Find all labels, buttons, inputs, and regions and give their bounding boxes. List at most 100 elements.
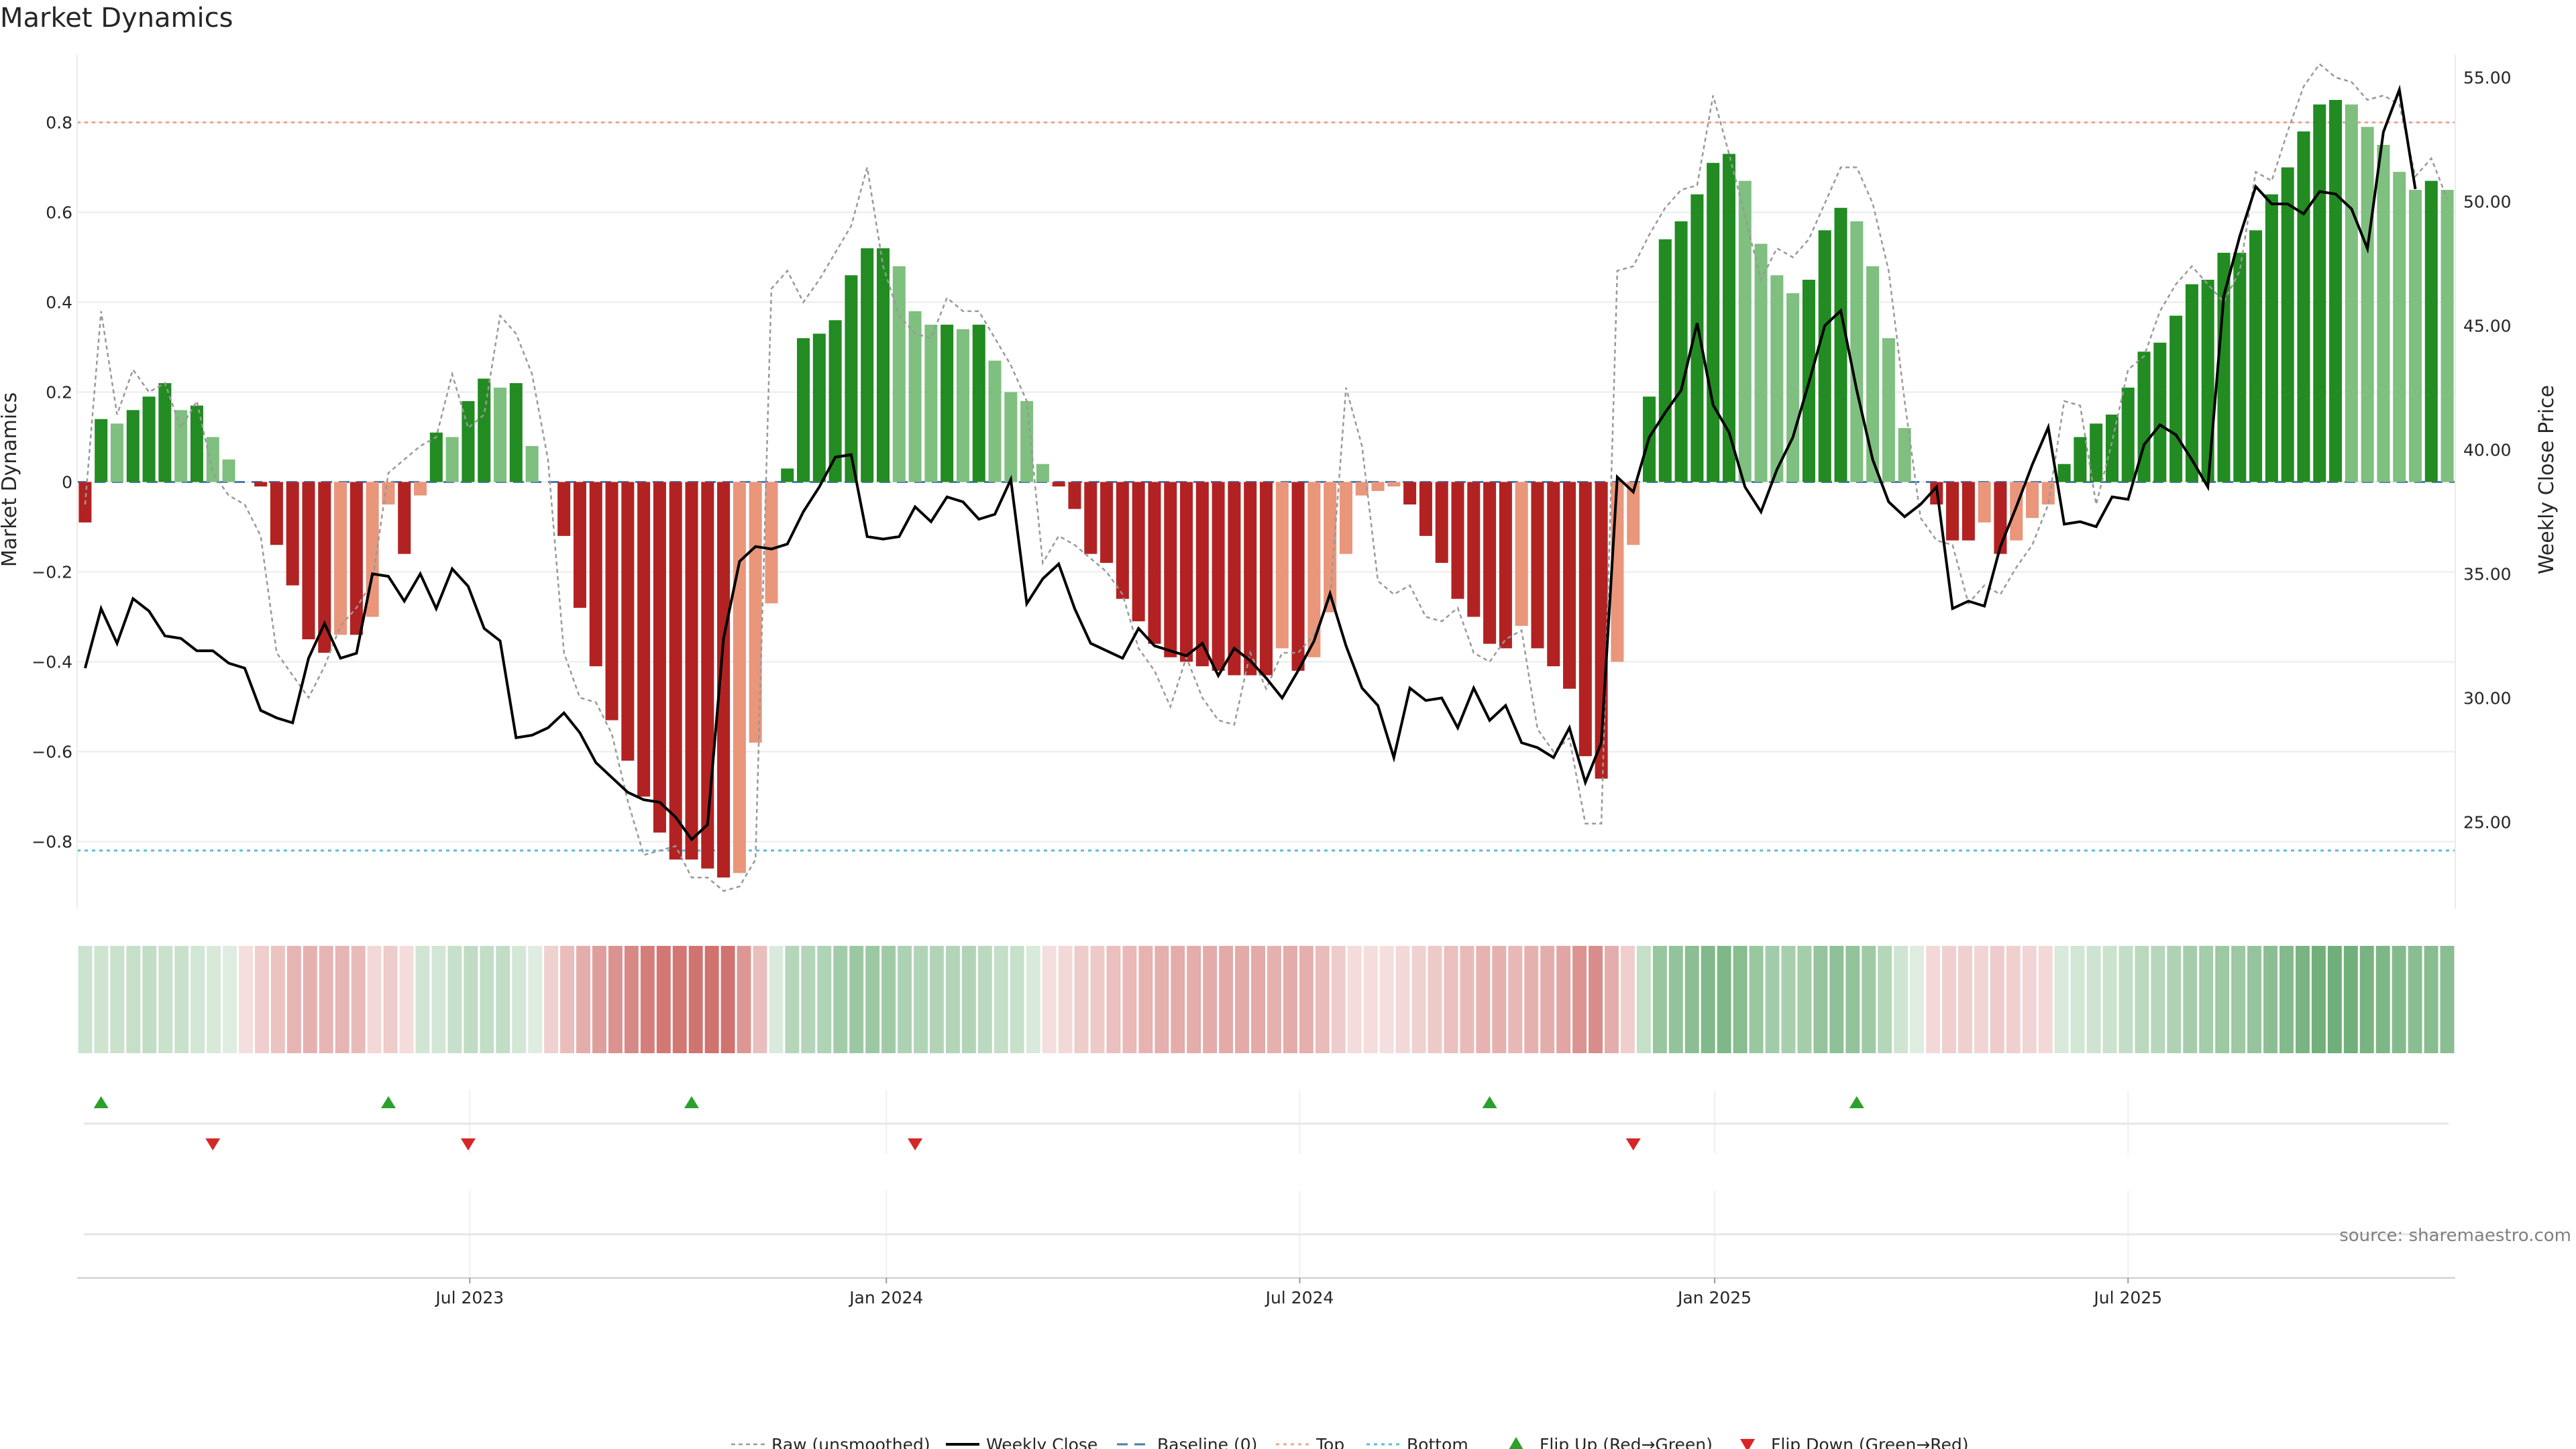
dynamics-bar: [1307, 482, 1321, 657]
x-tick-label: Jan 2025: [1676, 1288, 1752, 1307]
dynamics-bar: [1164, 482, 1177, 657]
dynamics-bar: [1355, 482, 1368, 496]
y-left-tick-label: 0.2: [46, 383, 72, 402]
dynamics-bar: [1275, 482, 1289, 649]
heatmap-cell: [2279, 946, 2294, 1053]
heatmap-cell: [496, 946, 511, 1053]
dynamics-bar: [845, 275, 858, 482]
heatmap-cell: [94, 946, 109, 1053]
heatmap-cell: [1781, 946, 1796, 1053]
flip-up-marker: [93, 1096, 109, 1108]
flip-down-marker: [1625, 1138, 1641, 1150]
dynamics-bar: [1212, 482, 1225, 671]
dynamics-bar: [2201, 280, 2214, 482]
dynamics-bar: [1563, 482, 1576, 689]
y-left-tick-label: 0: [62, 473, 72, 492]
heatmap-cell: [1605, 946, 1619, 1053]
dynamics-bar: [765, 482, 778, 604]
dynamics-bar: [1036, 464, 1049, 482]
heatmap-cell: [1444, 946, 1458, 1053]
dynamics-bar: [876, 248, 890, 482]
dynamics-bar: [2297, 131, 2310, 482]
dynamics-bar: [1195, 482, 1209, 667]
dynamics-bar: [493, 387, 507, 482]
heatmap-cell: [1524, 946, 1539, 1053]
dynamics-bar: [126, 410, 140, 482]
source-credit: source: sharemaestro.com: [2339, 1226, 2571, 1246]
y-right-tick-label: 55.00: [2463, 68, 2512, 87]
dynamics-bar: [1148, 482, 1161, 644]
heatmap-cell: [656, 946, 671, 1053]
flip-down-marker: [908, 1138, 923, 1150]
dynamics-bar: [749, 482, 762, 743]
heatmap-cell: [1010, 946, 1024, 1053]
dynamics-bar: [2137, 352, 2151, 482]
dynamics-bar: [1180, 482, 1193, 662]
dynamics-bar: [462, 400, 475, 482]
heatmap-cell: [1155, 946, 1169, 1053]
y-left-tick-label: −0.4: [32, 653, 72, 672]
legend-item-close: Weekly Close: [946, 1435, 1097, 1449]
heatmap-cell: [1878, 946, 1892, 1053]
dynamics-bar: [1850, 221, 1864, 482]
heatmap-cell: [191, 946, 205, 1053]
heatmap-cell: [833, 946, 848, 1053]
heatmap-cell: [1363, 946, 1378, 1053]
heatmap-cell: [2135, 946, 2149, 1053]
heatmap-cell: [1652, 946, 1667, 1053]
heatmap-cell: [1042, 946, 1057, 1053]
dynamics-bar: [2440, 190, 2454, 482]
heatmap-cell: [672, 946, 687, 1053]
heatmap-cell: [1026, 946, 1040, 1053]
dynamics-bar: [1387, 482, 1401, 487]
heatmap-cell: [2440, 946, 2455, 1053]
heatmap-cell: [270, 946, 285, 1053]
heatmap-cell: [2151, 946, 2165, 1053]
heatmap-cell: [994, 946, 1008, 1053]
heatmap-cell: [1395, 946, 1410, 1053]
dynamics-bar: [2090, 423, 2103, 482]
y-left-tick-label: −0.8: [32, 833, 72, 852]
heatmap-cell: [2167, 946, 2182, 1053]
dynamics-bar: [206, 437, 219, 482]
heatmap-cell: [1845, 946, 1860, 1053]
y-axis-left-label: Market Dynamics: [0, 392, 21, 568]
heatmap-cell: [1589, 946, 1603, 1053]
legend: Raw (unsmoothed) Weekly Close Baseline (0)…: [731, 1435, 1969, 1449]
heatmap-cell: [1942, 946, 1956, 1053]
heatmap-cell: [1636, 946, 1651, 1053]
dynamics-bar: [2025, 482, 2039, 519]
dynamics-bar: [254, 482, 268, 487]
heatmap-cell: [2424, 946, 2438, 1053]
dynamics-bar: [509, 383, 523, 482]
heatmap-cell: [1572, 946, 1587, 1053]
heatmap-cell: [849, 946, 864, 1053]
heatmap-cell: [2022, 946, 2037, 1053]
raw-unsmoothed-line: [84, 62, 2449, 892]
dynamics-bar: [653, 482, 666, 833]
heatmap-cell: [881, 946, 896, 1053]
dynamics-bar: [2185, 284, 2198, 482]
heatmap-cell: [737, 946, 751, 1053]
dynamics-bar: [1962, 482, 1975, 541]
heatmap-cell: [239, 946, 253, 1053]
dynamics-bar: [1531, 482, 1544, 649]
flip-down-marker: [460, 1138, 476, 1150]
dynamics-bar: [2010, 482, 2023, 541]
dynamics-bar: [1946, 482, 1960, 541]
x-tick-label: Jul 2024: [1265, 1288, 1334, 1307]
dynamics-bar: [1627, 482, 1640, 545]
heatmap-cell: [2054, 946, 2069, 1053]
dynamics-bar: [621, 482, 635, 761]
dynamics-bar: [2057, 464, 2071, 482]
heatmap-cell: [817, 946, 832, 1053]
heatmap-cell: [945, 946, 960, 1053]
heatmap-cell: [1556, 946, 1571, 1053]
dynamics-bar: [1483, 482, 1497, 644]
heatmap-cell: [2199, 946, 2214, 1053]
x-tick-label: Jul 2023: [434, 1288, 504, 1307]
heatmap-cell: [1813, 946, 1828, 1053]
heatmap-cell: [447, 946, 462, 1053]
dynamics-bar: [1898, 428, 1911, 482]
heatmap-cell: [2215, 946, 2230, 1053]
